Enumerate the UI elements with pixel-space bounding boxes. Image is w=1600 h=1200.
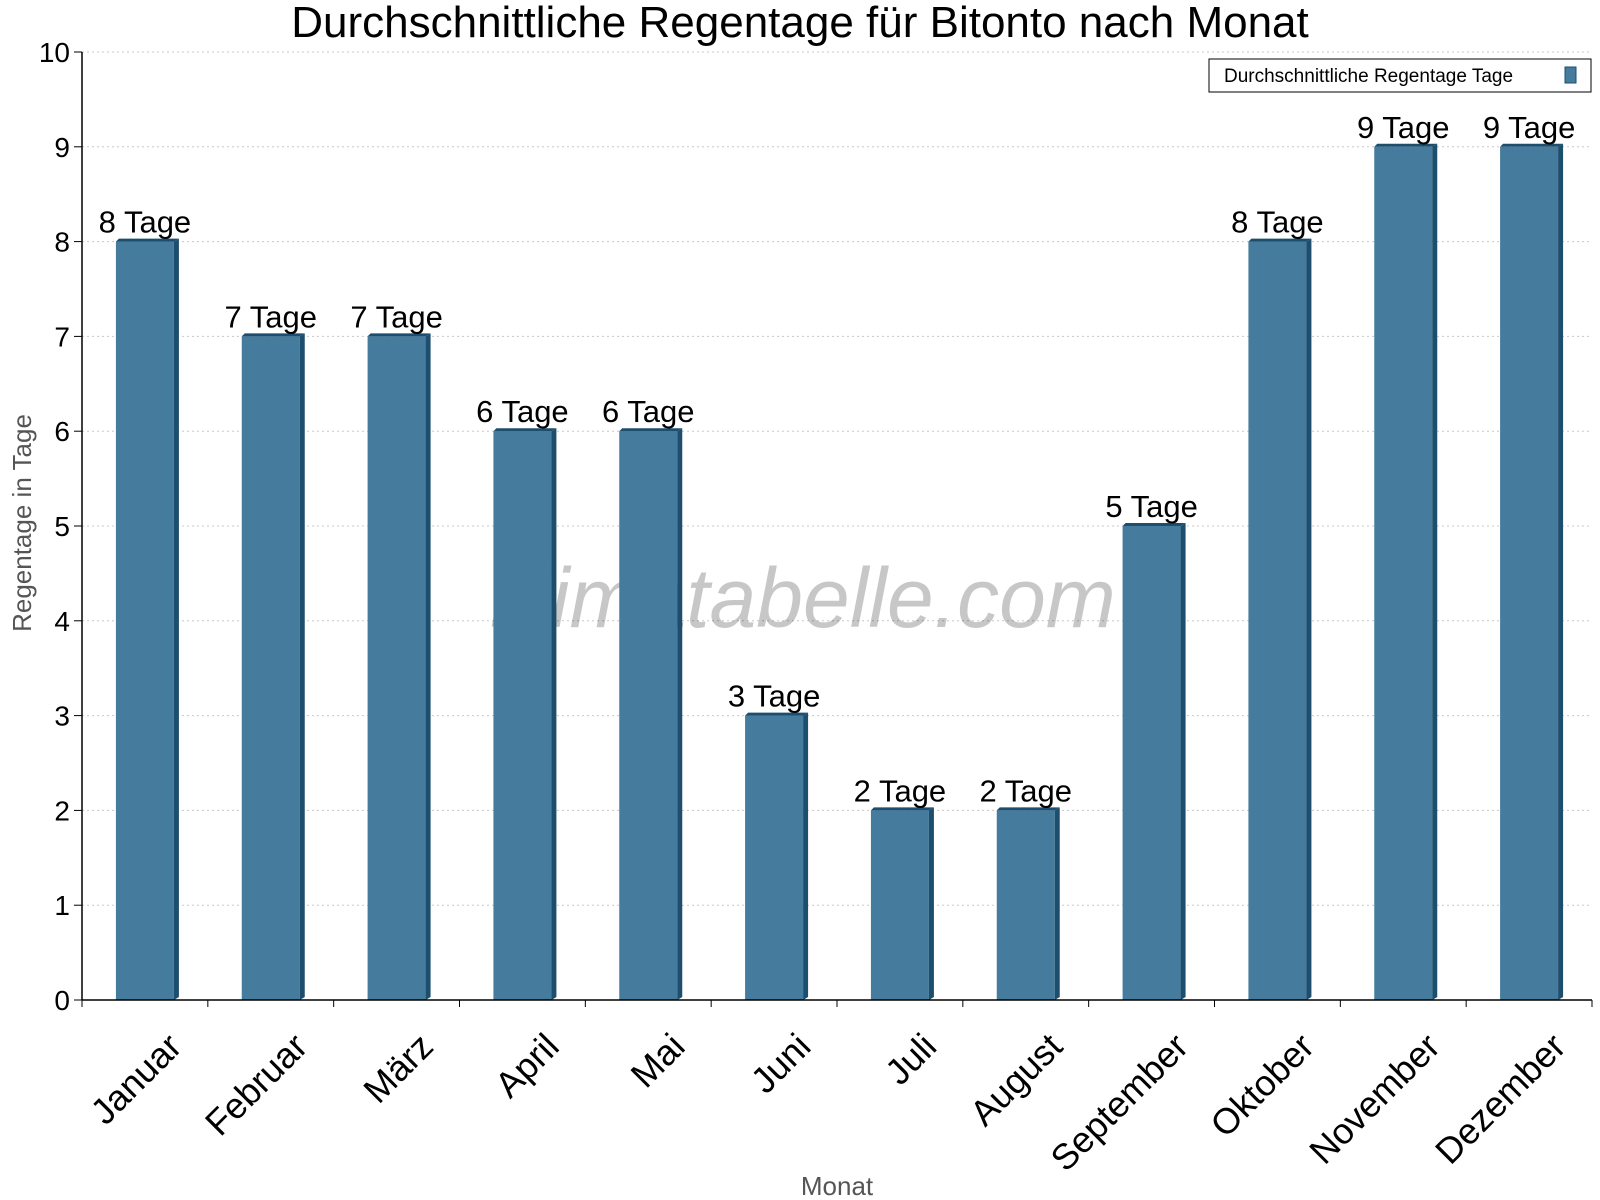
y-tick-label: 6: [54, 416, 70, 447]
bar-side: [173, 238, 179, 1001]
y-tick-label: 7: [54, 321, 70, 352]
data-label: 3 Tage: [728, 679, 821, 714]
y-tick-label: 4: [54, 606, 70, 637]
y-tick-label: 1: [54, 890, 70, 921]
y-tick-label: 0: [54, 985, 70, 1016]
data-label: 2 Tage: [854, 773, 947, 808]
x-tick-label: Juni: [743, 1025, 819, 1101]
y-axis-ticks: 0 1 2 3 4 5 6 7 8 9 10: [39, 37, 82, 1016]
bar-side: [928, 807, 934, 1000]
x-tick-label: April: [487, 1025, 567, 1105]
bar-side: [677, 428, 683, 1000]
bar-top: [870, 807, 934, 811]
bar: [996, 807, 1060, 1000]
bar-top: [1500, 143, 1564, 147]
bar-front: [1500, 146, 1559, 1001]
data-label: 8 Tage: [1231, 205, 1324, 240]
bar-side: [1180, 523, 1186, 1000]
data-label: 6 Tage: [602, 394, 695, 429]
legend-box: [1208, 58, 1592, 93]
x-tick-label: November: [1301, 1025, 1447, 1171]
bar: [619, 428, 683, 1000]
watermark: klimatabelle.com: [490, 551, 1116, 645]
data-label: 9 Tage: [1483, 110, 1576, 145]
data-labels: 8 Tage 7 Tage 7 Tage 6 Tage 6 Tage 3 Tage 2 Ta…: [99, 110, 1576, 809]
data-label: 7 Tage: [350, 299, 443, 334]
x-axis-ticks: Januar Februar März April Mai Juni Juli AugustS…: [81, 1000, 1593, 1179]
data-label: 7 Tage: [224, 299, 317, 334]
bar-front: [1122, 526, 1181, 1000]
bar: [745, 712, 809, 1000]
bar-front: [367, 336, 426, 1000]
bar-front: [493, 431, 552, 1000]
x-tick-label: Dezember: [1427, 1025, 1573, 1171]
bar: [493, 428, 557, 1000]
bar-top: [115, 238, 179, 242]
x-axis-title: Monat: [801, 1171, 874, 1200]
y-axis-title: Regentage in Tage: [7, 414, 37, 632]
y-tick-label: 2: [54, 795, 70, 826]
bar: [1500, 143, 1564, 1001]
x-tick-label: Mai: [623, 1025, 693, 1095]
bar-front: [1374, 146, 1433, 1001]
x-tick-label: August: [962, 1025, 1070, 1133]
y-tick-label: 8: [54, 227, 70, 258]
y-tick-label: 10: [39, 37, 70, 68]
bar-top: [241, 333, 305, 337]
bar: [1248, 238, 1312, 1001]
x-tick-label: Januar: [82, 1025, 189, 1132]
bar-top: [996, 807, 1060, 811]
gridlines: [82, 51, 1592, 906]
bar: [367, 333, 431, 1000]
bar-front: [619, 431, 678, 1000]
chart-title: Durchschnittliche Regentage für Bitonto …: [291, 0, 1308, 47]
bar-front: [996, 810, 1055, 1000]
data-label: 6 Tage: [476, 394, 569, 429]
data-label: 8 Tage: [99, 205, 192, 240]
bar-front: [870, 810, 929, 1000]
x-tick-label: März: [355, 1025, 441, 1111]
bar: [115, 238, 179, 1001]
bar-top: [619, 428, 683, 432]
bar-front: [241, 336, 300, 1000]
bar-front: [1248, 241, 1307, 1001]
bar-side: [551, 428, 557, 1000]
bar-side: [299, 333, 305, 1000]
bar-top: [367, 333, 431, 337]
bar-side: [1054, 807, 1060, 1000]
bars: [115, 143, 1564, 1001]
bar: [1122, 523, 1186, 1000]
bar-front: [745, 715, 804, 1000]
bar-side: [803, 712, 809, 1000]
bar-top: [493, 428, 557, 432]
data-label: 2 Tage: [979, 773, 1072, 808]
y-tick-label: 5: [54, 511, 70, 542]
bar-top: [1122, 523, 1186, 526]
x-tick-label: Februar: [197, 1025, 315, 1143]
bar: [241, 333, 305, 1000]
bar: [1374, 143, 1438, 1001]
bar-top: [1374, 143, 1438, 147]
legend-label: Durchschnittliche Regentage Tage: [1224, 66, 1513, 87]
data-label: 9 Tage: [1357, 110, 1450, 145]
x-tick-label: Juli: [877, 1025, 944, 1092]
watermark-layer: klimatabelle.com: [490, 551, 1116, 645]
bar-side: [1558, 143, 1564, 1001]
bar-side: [1432, 143, 1438, 1001]
bar: [870, 807, 934, 1000]
bar-side: [1306, 238, 1312, 1001]
x-tick-label: Oktober: [1202, 1025, 1322, 1145]
x-tick-label: September: [1042, 1025, 1196, 1179]
legend-swatch: [1564, 66, 1577, 84]
bar-side: [425, 333, 431, 1000]
legend: Durchschnittliche Regentage Tage: [1208, 58, 1592, 93]
y-tick-label: 3: [54, 701, 70, 732]
bar-top: [1248, 238, 1312, 242]
bar-top: [745, 712, 809, 716]
data-label: 5 Tage: [1105, 489, 1198, 524]
y-tick-label: 9: [54, 132, 70, 163]
bar-front: [115, 241, 174, 1001]
